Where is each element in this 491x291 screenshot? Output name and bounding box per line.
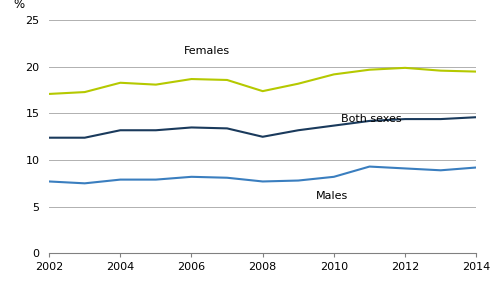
Text: Both sexes: Both sexes — [341, 114, 402, 124]
Y-axis label: %: % — [14, 0, 25, 11]
Text: Males: Males — [316, 191, 348, 201]
Text: Females: Females — [185, 46, 230, 56]
